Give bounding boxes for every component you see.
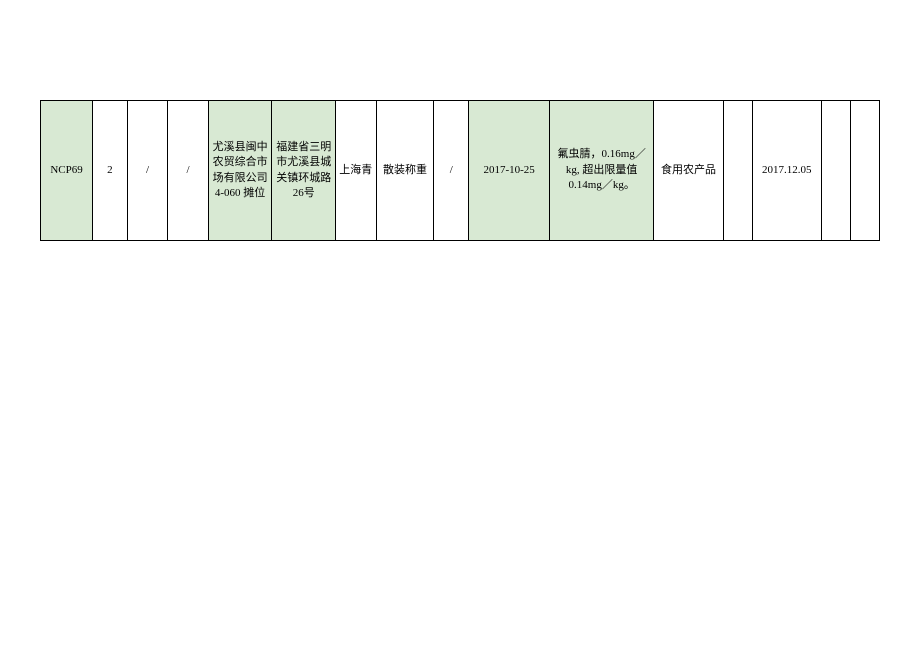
cell-empty3 — [850, 101, 879, 241]
cell-date1: 2017-10-25 — [469, 101, 550, 241]
cell-result: 氟虫腈，0.16mg／kg, 超出限量值0.14mg／kg。 — [550, 101, 654, 241]
cell-slash3: / — [434, 101, 469, 241]
cell-empty2 — [822, 101, 851, 241]
table-container: NCP69 2 / / 尤溪县闽中农贸综合市场有限公司4-060 摊位 福建省三… — [40, 100, 880, 241]
data-table: NCP69 2 / / 尤溪县闽中农贸综合市场有限公司4-060 摊位 福建省三… — [40, 100, 880, 241]
cell-num: 2 — [93, 101, 128, 241]
cell-category: 食用农产品 — [654, 101, 723, 241]
cell-slash1: / — [127, 101, 168, 241]
cell-slash2: / — [168, 101, 209, 241]
cell-company: 尤溪县闽中农贸综合市场有限公司4-060 摊位 — [208, 101, 272, 241]
cell-date2: 2017.12.05 — [752, 101, 821, 241]
cell-package: 散装称重 — [376, 101, 434, 241]
table-row: NCP69 2 / / 尤溪县闽中农贸综合市场有限公司4-060 摊位 福建省三… — [41, 101, 880, 241]
cell-product: 上海青 — [336, 101, 377, 241]
cell-address: 福建省三明市尤溪县城关镇环城路 26号 — [272, 101, 336, 241]
cell-id: NCP69 — [41, 101, 93, 241]
cell-empty1 — [723, 101, 752, 241]
